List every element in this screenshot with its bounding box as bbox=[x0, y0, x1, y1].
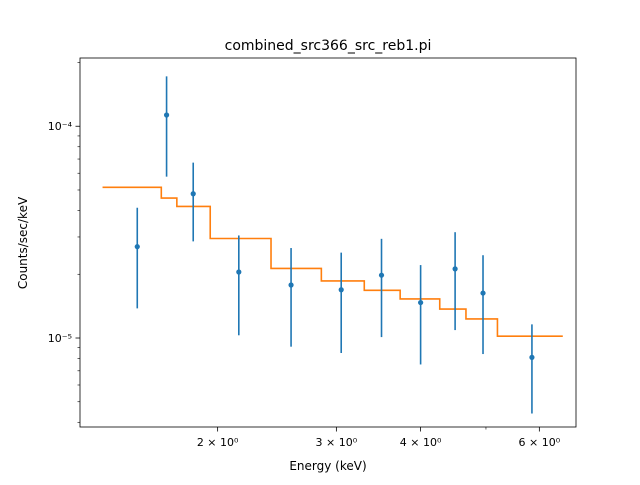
data-point-7 bbox=[378, 272, 385, 278]
data-point-6 bbox=[338, 287, 344, 293]
model-step-line bbox=[102, 186, 563, 337]
chart-title: combined_src366_src_reb1.pi bbox=[225, 38, 432, 54]
y-tick-label-1: 10⁻⁵ bbox=[48, 332, 72, 345]
data-point-2 bbox=[163, 112, 170, 118]
axes-frame bbox=[79, 57, 577, 428]
data-point-9 bbox=[452, 266, 458, 272]
x-axis-label: Energy (keV) bbox=[289, 459, 366, 473]
data-point-1 bbox=[134, 244, 140, 250]
x-tick-label-1: 2 × 10⁰ bbox=[197, 436, 239, 449]
x-tick-label-3: 4 × 10⁰ bbox=[400, 436, 442, 449]
data-point-10 bbox=[480, 290, 486, 296]
x-tick-label-4: 6 × 10⁰ bbox=[519, 436, 561, 449]
plot-area bbox=[80, 58, 576, 427]
data-point-8 bbox=[418, 299, 424, 306]
data-point-11 bbox=[529, 354, 535, 360]
axes: 2 × 10⁰ 3 × 10⁰ 4 × 10⁰ 6 × 10⁰ 10⁻⁵ 10⁻⁴ bbox=[48, 57, 577, 449]
y-tick-label-2: 10⁻⁴ bbox=[48, 120, 73, 133]
data-point-3 bbox=[190, 191, 196, 197]
data-point-4 bbox=[236, 269, 242, 275]
x-tick-label-2: 3 × 10⁰ bbox=[316, 436, 358, 449]
data-point-5 bbox=[288, 282, 294, 288]
data-marks bbox=[102, 76, 563, 414]
plot-background bbox=[80, 58, 576, 427]
y-axis-label: Counts/sec/keV bbox=[16, 196, 30, 289]
